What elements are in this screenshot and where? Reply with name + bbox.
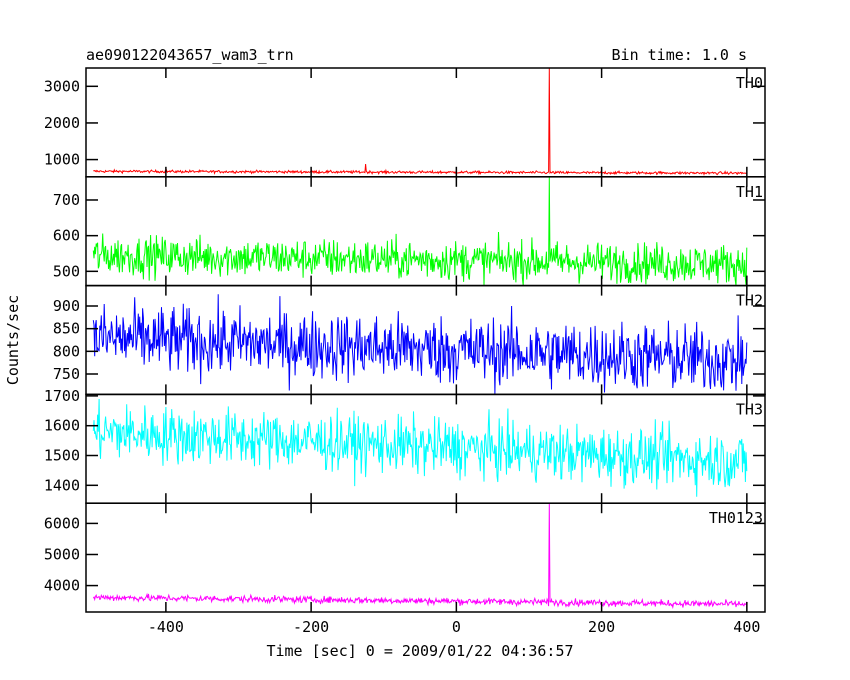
- panel-th2: 750 800 850 900 TH2: [53, 284, 766, 396]
- panel-th1: 500 600 700 TH1: [53, 176, 766, 287]
- series-line-th3: [92, 398, 748, 497]
- y-tick-label: 5000: [44, 545, 80, 563]
- x-tick-label: -200: [293, 618, 329, 636]
- panel-frame: [85, 502, 766, 613]
- x-tick-label: 200: [588, 618, 615, 636]
- panel-th3: 1400 1500 1600 1700 TH3: [44, 387, 766, 504]
- y-tick-label: 2000: [44, 114, 80, 132]
- panel-label-th2: TH2: [736, 292, 763, 310]
- y-tick-label: 900: [53, 297, 80, 315]
- x-axis-label: Time [sec] 0 = 2009/01/22 04:36:57: [266, 642, 573, 660]
- y-tick-label: 1600: [44, 417, 80, 435]
- panel-th0123: 4000 5000 6000 TH0123: [44, 502, 766, 613]
- y-axis-label: Counts/sec: [4, 295, 22, 385]
- y-tick-label: 700: [53, 191, 80, 209]
- series-line-th0123: [92, 503, 748, 610]
- y-tick-label: 800: [53, 342, 80, 360]
- panel-label-th1: TH1: [736, 183, 763, 201]
- x-tick-label: 0: [452, 618, 461, 636]
- panel-th0: 1000 2000 3000 TH0: [44, 67, 766, 178]
- panel-label-th0: TH0: [736, 74, 763, 92]
- panels-group: 1000 2000 3000 TH0 500 600 700 TH1 750 800 850 900 T…: [44, 67, 766, 613]
- y-tick-label: 1400: [44, 476, 80, 494]
- panel-label-th0123: TH0123: [709, 509, 763, 527]
- x-tick-label: -400: [148, 618, 184, 636]
- y-tick-label: 1700: [44, 387, 80, 405]
- series-line-th0: [93, 67, 748, 176]
- y-tick-label: 4000: [44, 577, 80, 595]
- y-tick-label: 750: [53, 365, 80, 383]
- y-tick-label: 1000: [44, 151, 80, 169]
- panel-frame: [85, 67, 766, 178]
- x-tick-label: 400: [733, 618, 760, 636]
- series-line-th2: [92, 294, 748, 395]
- y-tick-label: 3000: [44, 77, 80, 95]
- y-tick-label: 1500: [44, 447, 80, 465]
- y-tick-label: 6000: [44, 514, 80, 532]
- y-tick-label: 850: [53, 320, 80, 338]
- series-line-th1: [92, 176, 748, 286]
- panel-label-th3: TH3: [736, 400, 763, 418]
- y-tick-label: 500: [53, 262, 80, 280]
- chart-title-left: ae090122043657_wam3_trn: [86, 46, 294, 64]
- chart-title-right: Bin time: 1.0 s: [612, 46, 747, 64]
- x-axis: -400 -200 0 200 400: [148, 618, 761, 636]
- y-tick-label: 600: [53, 227, 80, 245]
